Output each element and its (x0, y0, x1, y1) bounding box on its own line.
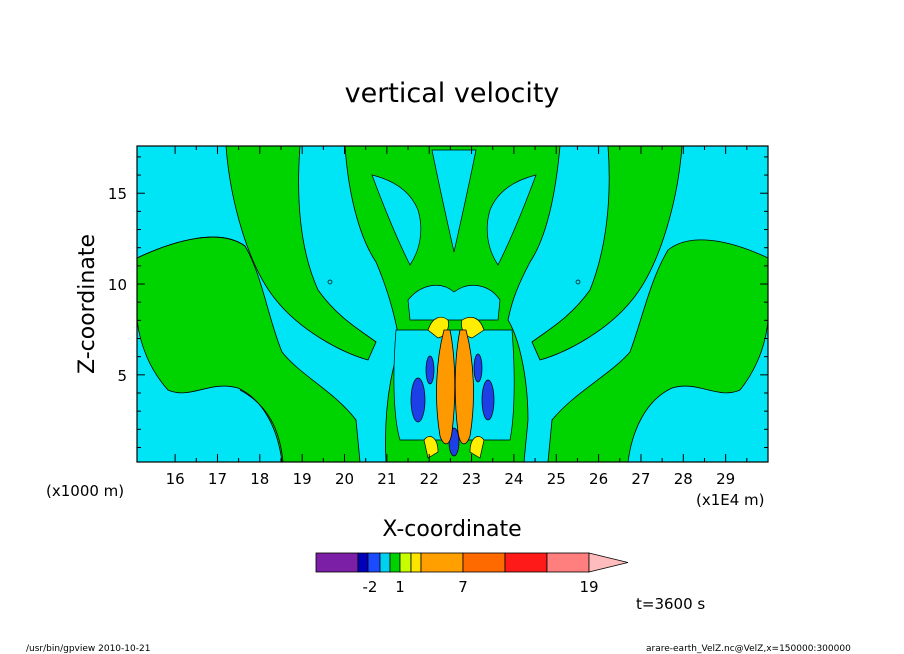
time-label: t=3600 s (636, 595, 705, 613)
y-axis-label: Z-coordinate (75, 234, 100, 374)
y-tick-label: 15 (108, 185, 127, 203)
x-tick-label: 16 (166, 470, 185, 488)
x-unit-label: (x1E4 m) (696, 491, 765, 509)
y-axis-ticks: 5 10 15 (108, 156, 768, 448)
colorbar-segment (357, 552, 369, 573)
chart-title: vertical velocity (345, 78, 560, 109)
contour-plume-gap-mid (407, 284, 501, 321)
x-axis-ticks: 16 17 18 19 20 21 22 23 24 25 26 27 28 29 (166, 146, 748, 488)
footer-right: arare-earth_VelZ.nc@VelZ,x=150000:300000 (646, 644, 851, 654)
contour-plume-gap-right (486, 174, 537, 266)
contour-yellow-left-base (423, 436, 439, 459)
y-unit-label: (x1000 m) (46, 482, 124, 500)
contour-downdraft-left2 (425, 355, 435, 385)
x-tick-label: 26 (589, 470, 608, 488)
contour-yellow-right-base (469, 436, 485, 459)
x-tick-label: 28 (674, 470, 693, 488)
x-tick-label: 24 (504, 470, 523, 488)
colorbar-segment (546, 552, 590, 573)
contour-plume-gap-left (371, 174, 422, 266)
contour-upper-left (225, 145, 377, 361)
contour-field (136, 145, 769, 463)
x-tick-label: 17 (208, 470, 227, 488)
x-tick-label: 19 (293, 470, 312, 488)
colorbar-segment (315, 552, 359, 573)
x-tick-label: 20 (335, 470, 354, 488)
x-tick-label: 22 (420, 470, 439, 488)
colorbar-segment (462, 552, 506, 573)
colorbar: -2 1 7 19 (315, 552, 629, 596)
colorbar-label: 19 (579, 578, 598, 596)
colorbar-segment (420, 552, 464, 573)
colorbar-segment (367, 552, 381, 573)
y-tick-label: 10 (108, 276, 127, 294)
contour-updraft-core-right (454, 329, 474, 445)
colorbar-label: 1 (395, 578, 405, 596)
colorbar-segment (389, 552, 401, 573)
contour-updraft-core-left (436, 329, 456, 445)
colorbar-label: -2 (363, 578, 378, 596)
contour-downdraft-left (410, 377, 426, 423)
x-axis-label: X-coordinate (382, 517, 521, 542)
colorbar-segment (410, 552, 422, 573)
contour-line-a (136, 236, 246, 259)
contour-plume-gap-center (431, 149, 477, 253)
contour-yellow-right-cap (461, 316, 485, 339)
x-tick-label: 18 (250, 470, 269, 488)
contour-right-updraft (547, 239, 769, 463)
x-tick-label: 27 (631, 470, 650, 488)
colorbar-label: 7 (458, 578, 468, 596)
contour-upper-right (531, 145, 683, 361)
colorbar-segment (399, 552, 412, 573)
contour-line-b (239, 389, 284, 463)
footer-left: /usr/bin/gpview 2010-10-21 (26, 644, 150, 654)
plot-frame (136, 145, 769, 463)
contour-downdraft-right2 (473, 353, 483, 383)
x-tick-label: 23 (462, 470, 481, 488)
x-tick-label: 25 (547, 470, 566, 488)
x-tick-label: 21 (377, 470, 396, 488)
contour-dot-b (575, 279, 581, 285)
colorbar-arrow (588, 552, 629, 573)
x-tick-label: 29 (716, 470, 735, 488)
colorbar-segment (379, 552, 391, 573)
contour-dot-a (327, 279, 333, 285)
contour-downdraft-right (481, 379, 495, 421)
colorbar-segment (504, 552, 548, 573)
y-tick-label: 5 (117, 367, 127, 385)
